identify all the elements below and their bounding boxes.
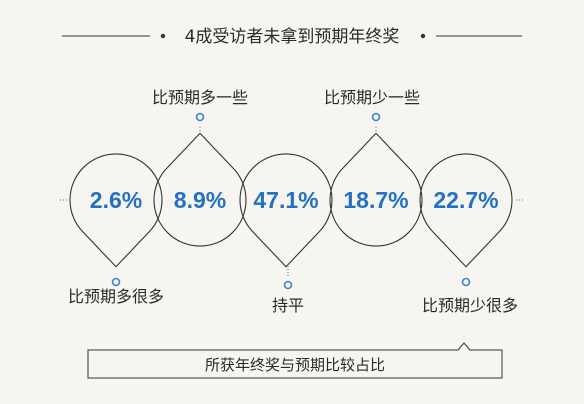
marker-3 xyxy=(371,112,381,122)
category-label-3: 比预期少一些 xyxy=(324,88,420,107)
bubble-1 xyxy=(153,132,247,247)
marker-0 xyxy=(111,277,121,287)
value-label-1: 8.9% xyxy=(174,187,226,213)
marker-1 xyxy=(195,112,205,122)
chart-title: 4成受访者未拿到预期年终奖 xyxy=(185,26,400,47)
value-label-4: 22.7% xyxy=(433,187,498,213)
value-label-3: 18.7% xyxy=(343,187,408,213)
bubbles-group: 2.6% 比预期多很多 8.9% 比预期多一些 47.1% 持平 18.7% 比预期少一些 22… xyxy=(60,88,523,315)
bubble-3 xyxy=(329,132,423,247)
category-label-0: 比预期多很多 xyxy=(68,287,164,306)
title-bullet-right xyxy=(420,33,426,39)
title-bullet-left xyxy=(160,33,166,39)
category-label-4: 比预期少很多 xyxy=(422,296,518,315)
caption-box xyxy=(87,342,503,379)
bubble-4 xyxy=(419,153,513,268)
value-label-2: 47.1% xyxy=(253,187,318,213)
category-label-1: 比预期多一些 xyxy=(152,88,248,107)
caption-text: 所获年终奖与预期比较占比 xyxy=(205,356,385,374)
marker-2 xyxy=(283,280,293,290)
category-label-2: 持平 xyxy=(272,296,304,315)
marker-4 xyxy=(461,277,471,287)
value-label-0: 2.6% xyxy=(90,187,142,213)
bubble-2 xyxy=(239,153,333,268)
bubble-0 xyxy=(69,153,163,268)
